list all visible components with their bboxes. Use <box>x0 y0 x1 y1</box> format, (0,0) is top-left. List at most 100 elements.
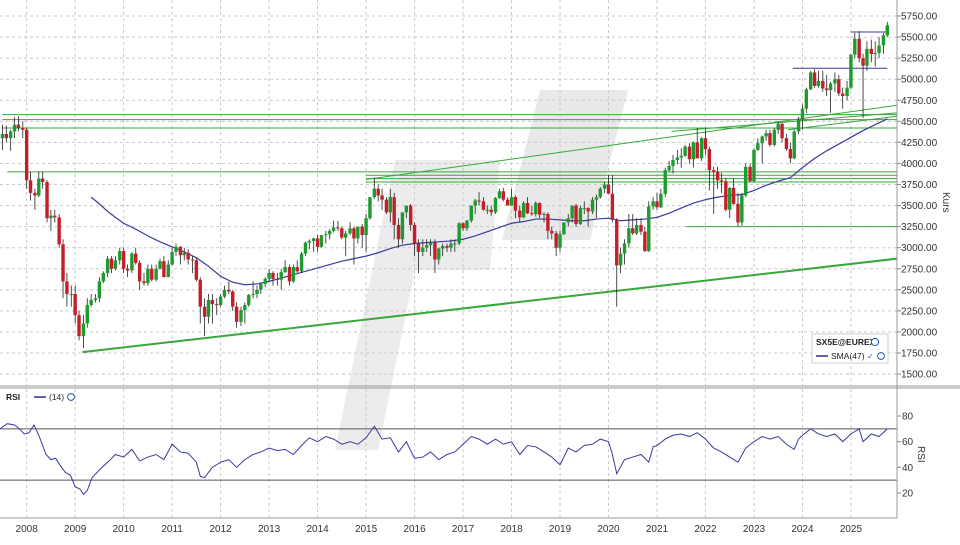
candle-body <box>667 165 671 171</box>
candle-body <box>489 209 493 213</box>
candle-body <box>550 230 554 234</box>
candle-body <box>715 171 720 181</box>
candle-body <box>748 166 752 182</box>
candle-body <box>780 123 784 139</box>
candle-body <box>627 228 631 244</box>
candle-body <box>340 228 344 238</box>
candle-body <box>227 289 231 292</box>
candle-body <box>473 200 477 206</box>
candle-body <box>303 242 308 254</box>
candle-body <box>154 268 158 280</box>
candle-body <box>218 296 223 305</box>
candle-body <box>675 157 680 161</box>
x-tick-label: 2009 <box>64 524 87 535</box>
candle-body <box>194 260 199 280</box>
candle-body <box>513 197 518 211</box>
x-tick-label: 2011 <box>161 524 183 535</box>
candle-body <box>113 260 118 269</box>
candle-body <box>816 80 821 86</box>
candle-body <box>16 124 21 129</box>
candle-body <box>299 253 304 272</box>
candle-body <box>453 243 457 245</box>
candle-body <box>663 170 667 194</box>
candle-body <box>109 258 114 269</box>
legend-box: SX5E@EUREX SMA(47) ✓ <box>811 333 889 364</box>
rsi-axis: 20 40 60 80 <box>897 412 914 500</box>
x-tick-label: 2020 <box>597 524 620 535</box>
candle-body <box>724 181 728 210</box>
candle-body <box>525 203 530 214</box>
rsi-period: (14) <box>49 392 64 402</box>
y-tick-label: 5000.00 <box>901 75 938 86</box>
trend-line <box>366 104 898 180</box>
candle-body <box>518 210 522 218</box>
candle-body <box>885 25 890 36</box>
candles <box>0 21 890 348</box>
candle-body <box>8 131 13 139</box>
candle-body <box>24 129 29 181</box>
candle-body <box>404 205 409 213</box>
candle-body <box>792 131 796 159</box>
info-icon[interactable] <box>870 337 880 347</box>
candle-body <box>421 247 425 252</box>
candle-body <box>865 48 869 66</box>
candle-body <box>408 205 413 225</box>
candle-body <box>728 187 732 210</box>
candle-body <box>873 53 877 55</box>
price-axis-label: Kurs <box>940 192 951 213</box>
candle-body <box>610 193 615 220</box>
candle-body <box>69 294 73 296</box>
candle-body <box>150 268 154 280</box>
candle-body <box>166 264 170 278</box>
candle-body <box>634 224 639 234</box>
candle-body <box>53 215 57 218</box>
y-tick-label: 2750.00 <box>901 264 938 275</box>
candle-body <box>562 222 566 235</box>
candle-body <box>849 54 853 88</box>
x-tick-label: 2010 <box>113 524 136 535</box>
candle-body <box>881 35 886 46</box>
x-tick-label: 2014 <box>306 524 329 535</box>
candle-body <box>174 246 178 252</box>
candle-body <box>481 201 486 210</box>
candle-body <box>146 268 150 284</box>
candle-body <box>57 217 61 245</box>
y-tick-label: 2000.00 <box>901 327 938 338</box>
x-tick-label: 2016 <box>403 524 426 535</box>
candle-body <box>542 213 546 215</box>
candle-body <box>239 310 243 322</box>
candle-body <box>764 133 768 137</box>
candle-body <box>28 180 33 193</box>
candle-body <box>255 289 259 295</box>
candle-body <box>271 272 275 279</box>
info-icon[interactable] <box>67 393 75 401</box>
y-tick-label: 1500.00 <box>901 370 938 381</box>
candle-body <box>582 208 586 210</box>
candle-body <box>134 253 138 263</box>
candle-body <box>77 315 81 337</box>
candle-body <box>206 299 211 317</box>
candle-body <box>85 304 89 324</box>
candle-body <box>683 146 687 156</box>
candle-body <box>344 233 348 238</box>
candle-body <box>598 188 602 198</box>
legend-instrument: SX5E@EUREX <box>816 337 876 347</box>
candle-body <box>578 208 583 225</box>
candle-body <box>251 294 255 296</box>
candle-body <box>691 142 696 160</box>
info-icon[interactable] <box>877 352 885 360</box>
candle-body <box>400 212 405 240</box>
candle-body <box>833 79 837 84</box>
trend-line <box>82 257 898 354</box>
y-tick-label: 4250.00 <box>901 138 938 149</box>
candle-body <box>804 89 809 109</box>
candle-body <box>760 136 764 144</box>
candle-body <box>712 170 716 172</box>
candle-body <box>259 283 263 290</box>
trend-line <box>671 112 898 132</box>
candle-body <box>61 244 65 282</box>
candle-body <box>267 272 271 279</box>
check-icon[interactable]: ✓ <box>867 352 874 361</box>
x-tick-label: 2022 <box>694 524 717 535</box>
candle-body <box>210 299 215 305</box>
